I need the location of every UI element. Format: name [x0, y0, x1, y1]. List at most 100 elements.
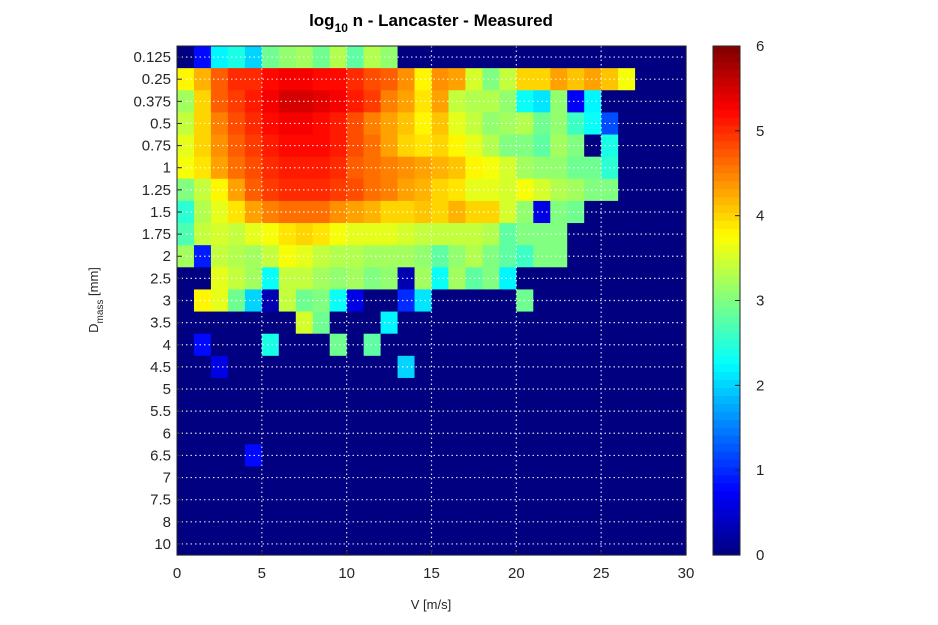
heatmap-cell [550, 134, 568, 158]
colorbar-ticks: 0 1 2 3 4 5 6 [735, 38, 764, 564]
colorbar-segment [713, 109, 740, 119]
heatmap-cell [414, 156, 433, 180]
heatmap-cell [652, 488, 670, 512]
heatmap-cell [618, 444, 636, 468]
heatmap-cell [329, 156, 348, 180]
heatmap-cell [261, 112, 280, 136]
x-tick-label: 5 [258, 565, 266, 582]
heatmap-cell [414, 488, 433, 512]
heatmap-cell [177, 90, 195, 113]
heatmap-cell [567, 68, 585, 91]
heatmap-cell [431, 444, 450, 468]
heatmap-cell [584, 289, 602, 313]
heatmap-cell [210, 400, 229, 423]
heatmap-cell [193, 488, 212, 512]
colorbar-segment [713, 149, 740, 158]
heatmap-cell [193, 223, 212, 246]
heatmap-cell [363, 311, 382, 335]
heatmap-cell [584, 400, 602, 423]
heatmap-cell [482, 156, 500, 180]
heatmap-cell [584, 178, 602, 202]
colorbar-segment [713, 475, 740, 485]
heatmap-cell [431, 245, 450, 268]
heatmap-cell [193, 355, 212, 379]
heatmap-cell [584, 156, 602, 180]
heatmap-cell [550, 532, 568, 556]
heatmap-cell [414, 510, 433, 534]
heatmap-cell [482, 377, 500, 401]
heatmap-cell [210, 488, 229, 512]
heatmap-cell [346, 422, 365, 445]
heatmap-cell [363, 510, 382, 534]
heatmap-cell [635, 200, 653, 224]
heatmap-cell [618, 112, 636, 136]
heatmap-cell [397, 510, 416, 534]
heatmap-cell [550, 90, 568, 113]
heatmap-cell [397, 333, 416, 357]
heatmap-cell [261, 134, 280, 158]
heatmap-cell [329, 355, 348, 379]
heatmap-cell [618, 355, 636, 379]
heatmap-cell [329, 178, 348, 202]
heatmap-cell [414, 68, 433, 91]
heatmap-cell [346, 311, 365, 335]
heatmap-cell [431, 488, 450, 512]
colorbar-segment [713, 53, 740, 63]
colorbar-segment [713, 380, 740, 389]
title-suffix: n - Lancaster - Measured [348, 11, 553, 30]
colorbar-segment [713, 387, 740, 397]
heatmap-cell [516, 422, 534, 445]
heatmap-cell [414, 223, 433, 246]
heatmap-cell [193, 267, 212, 291]
heatmap-cell [346, 68, 365, 91]
y-tick-label: 10 [154, 536, 171, 553]
heatmap-cell [431, 267, 450, 291]
heatmap-cell [193, 200, 212, 224]
heatmap-cell [210, 510, 229, 534]
heatmap-cell [329, 68, 348, 91]
heatmap-cell [397, 466, 416, 490]
heatmap-cell [499, 333, 517, 357]
heatmap-cell [363, 267, 382, 291]
heatmap-cell [550, 466, 568, 490]
heatmap-cell [635, 289, 653, 313]
heatmap-cell [193, 311, 212, 335]
heatmap-cell [177, 377, 195, 401]
heatmap-cell [567, 400, 585, 423]
heatmap-cell [414, 532, 433, 556]
colorbar-segment [713, 348, 740, 357]
heatmap-cell [567, 444, 585, 468]
heatmap-cell [278, 510, 297, 534]
heatmap-cell [618, 289, 636, 313]
heatmap-cell [329, 377, 348, 401]
heatmap-cell [652, 156, 670, 180]
grid-lines [177, 46, 686, 555]
heatmap-cell [278, 355, 297, 379]
heatmap-cell [329, 46, 348, 69]
y-tick-label: 4 [163, 337, 171, 354]
heatmap-cell [567, 134, 585, 158]
heatmap-cell [295, 156, 314, 180]
heatmap-cell [499, 311, 517, 335]
heatmap-cell [550, 289, 568, 313]
heatmap-cell [261, 466, 280, 490]
colorbar-segment [713, 260, 740, 270]
heatmap-cell [295, 200, 314, 224]
heatmap-cell [618, 90, 636, 113]
heatmap-cell [414, 422, 433, 445]
heatmap-cell [635, 444, 653, 468]
x-axis-label: V [m/s] [411, 597, 451, 612]
heatmap-cell [584, 488, 602, 512]
x-tick-label: 25 [593, 565, 610, 582]
title-subscript: 10 [335, 21, 349, 35]
heatmap-cell [431, 46, 450, 69]
heatmap-cell [584, 200, 602, 224]
colorbar-segment [713, 276, 740, 286]
heatmap-cell [329, 200, 348, 224]
colorbar-segment [713, 419, 740, 429]
heatmap-cell [414, 466, 433, 490]
heatmap-cell [210, 68, 229, 91]
heatmap-cell [414, 444, 433, 468]
heatmap-cell [278, 267, 297, 291]
